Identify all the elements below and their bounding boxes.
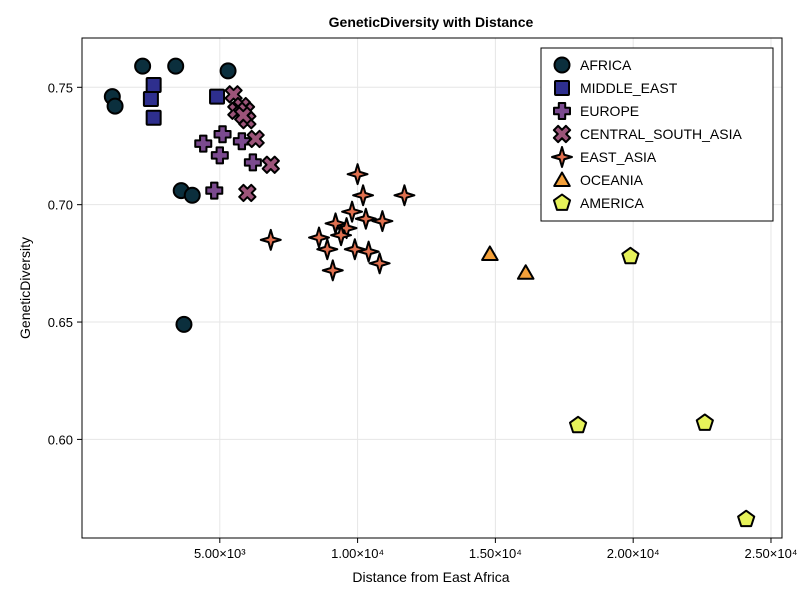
data-point-central-south-asia-shape <box>261 155 280 174</box>
data-point-oceania <box>516 264 535 280</box>
data-point-america <box>621 246 640 265</box>
data-point-america <box>568 415 588 434</box>
data-point-central-south-asia <box>261 155 280 174</box>
data-point-east-asia <box>341 200 364 223</box>
data-point-central-south-asia <box>234 106 253 125</box>
data-point-east-asia <box>330 224 353 247</box>
legend-label: OCEANIA <box>580 172 644 188</box>
data-point-east-asia <box>368 252 391 275</box>
data-point-africa <box>175 315 193 333</box>
data-point-central-south-asia-shape <box>238 183 257 203</box>
data-point-east-asia <box>371 210 394 233</box>
y-tick-label: 0.70 <box>48 198 73 213</box>
data-point-east-asia <box>316 238 339 261</box>
data-point-east-asia <box>393 184 416 207</box>
axis-ticks: 5.00×10³ 1.00×10⁴ 1.50×10⁴ 2.00×10⁴ 2.50×10⁴… <box>48 80 798 561</box>
data-point-africa <box>183 186 201 204</box>
data-point-europe <box>232 132 251 151</box>
data-point-east-asia <box>308 226 331 249</box>
data-point-europe <box>205 181 224 200</box>
legend-label: EAST_ASIA <box>580 149 657 165</box>
legend-marker <box>554 80 570 96</box>
data-point-east-asia <box>321 259 344 282</box>
x-tick-label: 2.50×10⁴ <box>744 546 797 561</box>
data-point-europe <box>194 134 213 153</box>
plot-frame <box>81 37 783 539</box>
legend-box <box>540 47 774 222</box>
data-point-africa <box>134 57 152 75</box>
y-tick-label: 0.65 <box>48 315 73 330</box>
data-point-east-asia <box>352 184 375 207</box>
data-point-europe <box>243 153 262 172</box>
data-points <box>103 57 756 528</box>
legend-marker <box>553 171 571 187</box>
y-axis-label: GeneticDiversity <box>17 237 33 339</box>
legend-marker <box>552 124 572 144</box>
legend-label: AMERICA <box>580 195 644 211</box>
data-point-east-asia <box>259 228 282 251</box>
data-point-east-asia <box>357 240 380 263</box>
data-point-middle-east <box>145 76 162 93</box>
data-point-africa <box>106 97 124 115</box>
x-tick-label: 2.00×10⁴ <box>607 546 660 561</box>
y-tick-label: 0.75 <box>48 80 73 95</box>
data-point-central-south-asia-shape <box>234 106 253 125</box>
data-point-africa <box>219 62 237 80</box>
legend-marker <box>553 102 571 120</box>
legend-marker <box>552 193 572 211</box>
chart-title: GeneticDiversity with Distance <box>329 14 534 30</box>
data-point-africa <box>167 57 185 75</box>
data-point-europe <box>213 125 232 144</box>
legend: AFRICA MIDDLE_EAST EUROPE CENTRAL_SOUTH_ASI… <box>540 47 774 222</box>
x-tick-label: 5.00×10³ <box>194 546 246 561</box>
x-tick-label: 1.00×10⁴ <box>331 546 384 561</box>
data-point-central-south-asia-shape <box>246 129 265 149</box>
legend-label: EUROPE <box>580 103 639 119</box>
legend-label: MIDDLE_EAST <box>580 80 678 96</box>
data-point-east-asia <box>346 163 369 186</box>
data-point-europe <box>210 146 229 165</box>
data-point-middle-east <box>142 91 159 108</box>
legend-marker-shape <box>552 124 572 144</box>
x-tick-label: 1.50×10⁴ <box>469 546 522 561</box>
data-point-america <box>737 509 756 528</box>
data-point-middle-east <box>145 109 162 126</box>
legend-marker <box>553 56 571 74</box>
data-point-america <box>695 413 714 431</box>
data-point-east-asia <box>354 207 377 230</box>
data-point-east-asia <box>343 238 366 261</box>
data-point-central-south-asia <box>246 129 265 149</box>
x-axis-label: Distance from East Africa <box>352 569 509 585</box>
data-point-oceania <box>481 245 499 261</box>
y-tick-label: 0.60 <box>48 432 73 447</box>
legend-label: CENTRAL_SOUTH_ASIA <box>580 126 742 142</box>
legend-marker <box>551 146 573 168</box>
data-point-middle-east <box>209 88 226 105</box>
data-point-central-south-asia <box>238 183 257 203</box>
legend-label: AFRICA <box>580 57 632 73</box>
